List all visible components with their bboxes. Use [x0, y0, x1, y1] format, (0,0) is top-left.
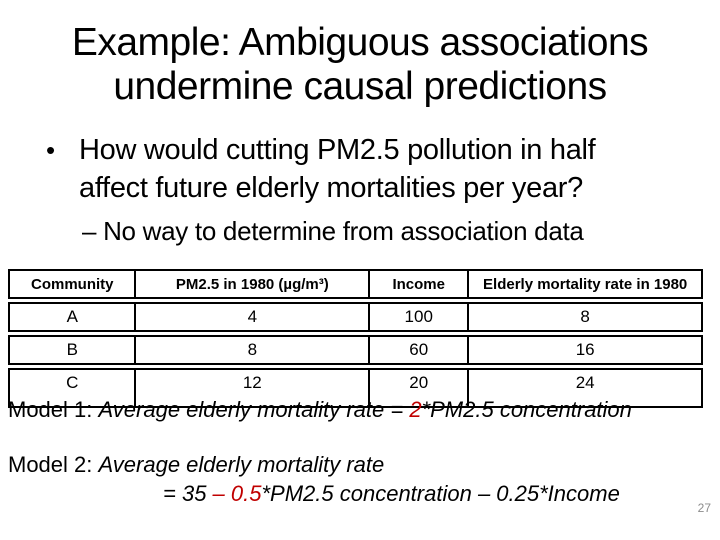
table-cell: 12: [136, 368, 371, 408]
model1-formula: Average elderly mortality rate = 2*PM2.5…: [99, 397, 632, 422]
table-cell: C: [8, 368, 137, 408]
title-line-2: undermine causal predictions: [113, 65, 607, 108]
data-table: Community PM2.5 in 1980 (µg/m³) Income E…: [8, 266, 703, 411]
model2-line1: Model 2: Average elderly mortality rate: [8, 452, 384, 478]
model2-formula-line2: = 35 – 0.5*PM2.5 concentration – 0.25*In…: [163, 481, 620, 506]
table-cell: 8: [469, 302, 703, 332]
bullet-text-line-1: How would cutting PM2.5 pollution in hal…: [79, 134, 596, 166]
table-cell: 4: [136, 302, 371, 332]
model2-line2-suffix: *PM2.5 concentration – 0.25*Income: [261, 481, 620, 506]
bullet-text: How would cutting PM2.5 pollution in hal…: [79, 131, 596, 207]
bullet-marker: •: [46, 135, 56, 165]
title-line-1: Example: Ambiguous associations: [71, 21, 649, 64]
table-cell: 20: [370, 368, 470, 408]
page-number: 27: [697, 501, 711, 515]
bullet-text-line-2: affect future elderly mortalities per ye…: [79, 172, 583, 204]
table-row: B 8 60 16: [8, 335, 703, 365]
table-cell: 16: [469, 335, 703, 365]
table-row: A 4 100 8: [8, 302, 703, 332]
model1-label: Model 1:: [8, 397, 93, 422]
table-header-row: Community PM2.5 in 1980 (µg/m³) Income E…: [8, 269, 703, 299]
table-cell: 8: [136, 335, 371, 365]
table-header-community: Community: [8, 269, 137, 299]
bullet-item: • How would cutting PM2.5 pollution in h…: [46, 131, 596, 207]
sub-bullet: – No way to determine from association d…: [82, 216, 584, 246]
model1-highlight: 2: [409, 397, 422, 422]
slide-title: Example: Ambiguous associations undermin…: [0, 21, 720, 109]
model2-line2: = 35 – 0.5*PM2.5 concentration – 0.25*In…: [163, 481, 620, 507]
table-cell: 100: [370, 302, 470, 332]
table-cell: 60: [370, 335, 470, 365]
model1-formula-suffix: *PM2.5 concentration: [421, 397, 632, 422]
model2-highlight: – 0.5: [212, 481, 262, 506]
table-row: C 12 20 24: [8, 368, 703, 408]
table-header-pm25: PM2.5 in 1980 (µg/m³): [136, 269, 371, 299]
table-cell: A: [8, 302, 137, 332]
model2-label: Model 2:: [8, 452, 93, 477]
model2-formula-line1: Average elderly mortality rate: [98, 452, 385, 477]
table-header-elderly-mortality: Elderly mortality rate in 1980: [469, 269, 703, 299]
table-header-income: Income: [370, 269, 470, 299]
table-cell: B: [8, 335, 137, 365]
model1-line: Model 1: Average elderly mortality rate …: [8, 397, 632, 423]
model2-line2-prefix: = 35: [163, 481, 213, 506]
model1-formula-prefix: Average elderly mortality rate =: [98, 397, 410, 422]
table-cell: 24: [469, 368, 703, 408]
